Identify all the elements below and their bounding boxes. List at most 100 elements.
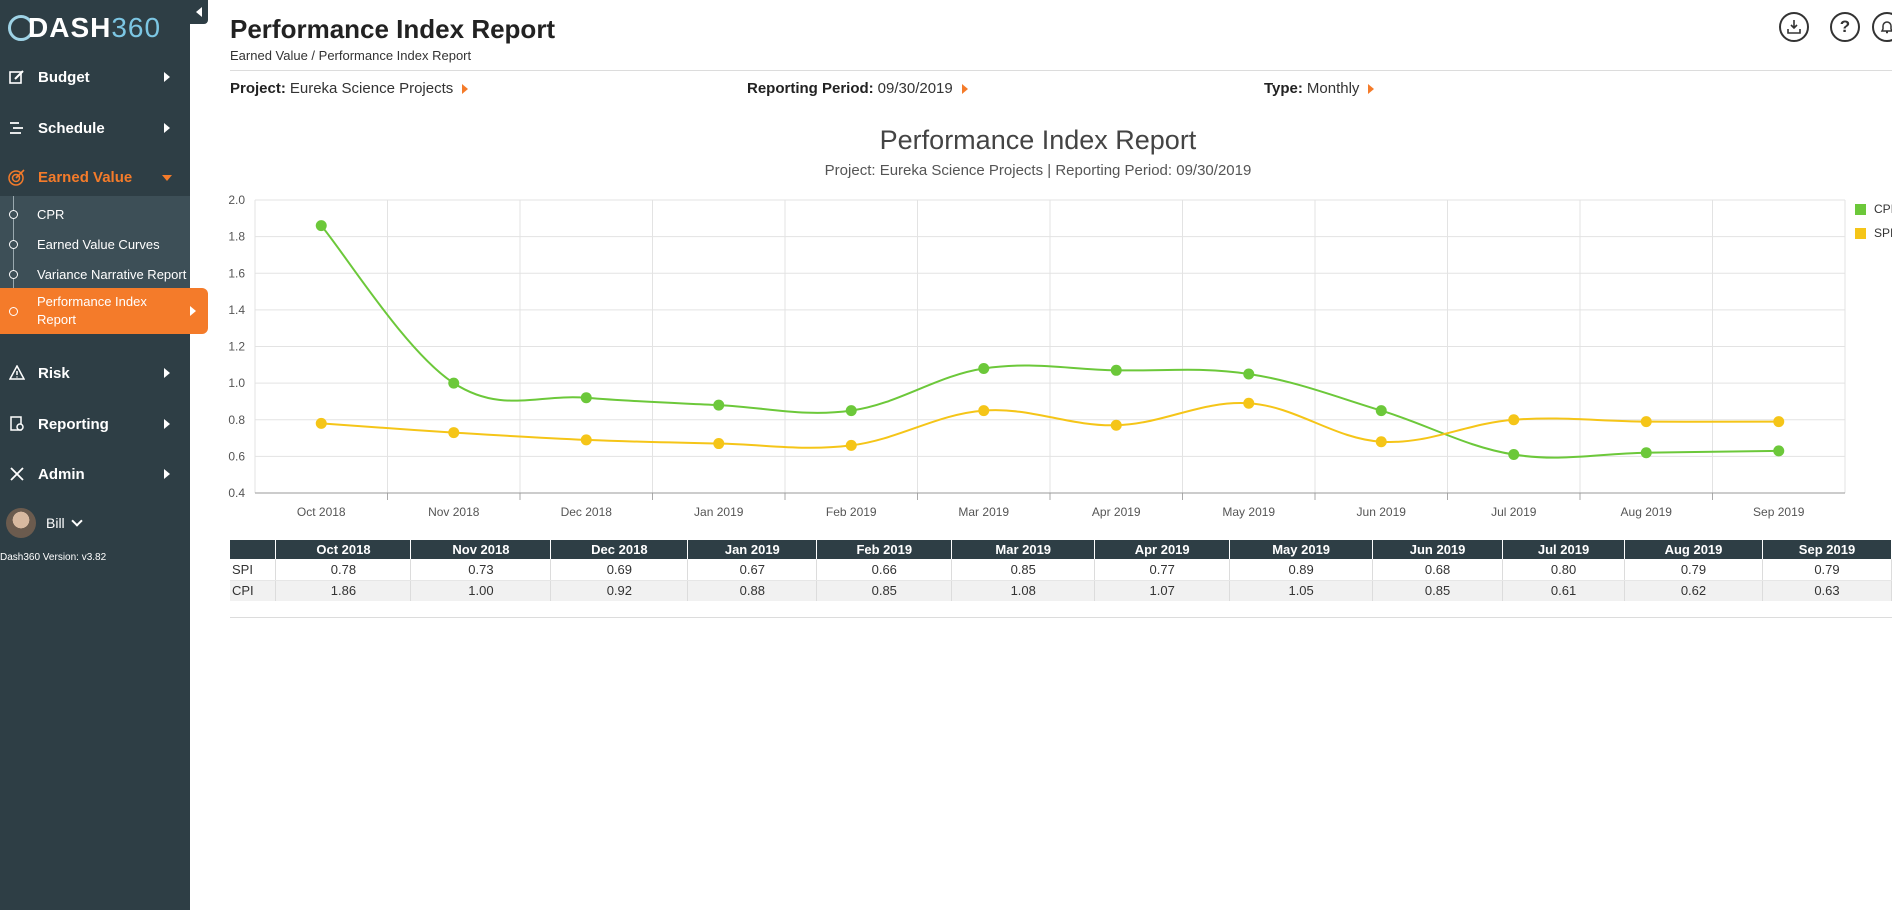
bell-icon[interactable] xyxy=(1872,12,1892,42)
caret-down-icon xyxy=(162,175,172,181)
y-tick-label: 2.0 xyxy=(228,193,245,207)
sidebar-item-budget[interactable]: Budget xyxy=(0,55,190,99)
table-header: Dec 2018 xyxy=(550,540,689,559)
sidebar-item-risk[interactable]: Risk xyxy=(0,351,190,395)
data-point-cpi xyxy=(1110,364,1122,376)
submenu-connector-line xyxy=(13,196,14,311)
reporting-period-label: Reporting Period: xyxy=(747,80,874,97)
legend-swatch xyxy=(1855,227,1866,239)
data-point-cpi xyxy=(315,220,327,232)
caret-right-icon xyxy=(164,419,170,429)
x-tick-label: Apr 2019 xyxy=(1092,505,1141,519)
sidebar-item-label: Budget xyxy=(38,68,90,86)
caret-right-icon xyxy=(961,83,968,94)
data-point-cpi xyxy=(1243,368,1255,380)
tools-icon xyxy=(8,465,26,483)
legend-item-cpi[interactable]: CPI xyxy=(1855,202,1892,216)
page-title: Performance Index Report xyxy=(230,14,556,44)
sidebar: DASH 360 Budget Schedule Earned Value xyxy=(0,0,208,910)
data-point-spi xyxy=(448,427,460,439)
x-tick-label: Mar 2019 xyxy=(958,505,1009,519)
header-divider xyxy=(230,70,1892,71)
data-point-spi xyxy=(1375,436,1387,448)
table-row-cpi: CPI 1.86 1.00 0.92 0.88 0.85 1.08 1.07 1… xyxy=(230,580,1892,601)
data-point-cpi xyxy=(978,362,990,374)
table-bottom-border xyxy=(230,617,1892,618)
table-row-spi: SPI 0.78 0.73 0.69 0.67 0.66 0.85 0.77 0… xyxy=(230,559,1892,581)
table-cell: 0.79 xyxy=(1762,559,1892,581)
table-cell: 0.67 xyxy=(687,559,818,581)
table-header: Aug 2019 xyxy=(1624,540,1763,559)
table-header: Mar 2019 xyxy=(951,540,1096,559)
caret-right-icon xyxy=(164,368,170,378)
legend-swatch xyxy=(1855,203,1866,215)
x-tick-label: Jan 2019 xyxy=(694,505,744,519)
table-cell: 0.62 xyxy=(1624,580,1763,601)
help-glyph: ? xyxy=(1839,17,1851,36)
caret-right-icon xyxy=(164,72,170,82)
table-cell: 0.78 xyxy=(275,559,412,581)
table-header-row: Oct 2018 Nov 2018 Dec 2018 Jan 2019 Feb … xyxy=(230,540,1892,559)
table-header: Oct 2018 xyxy=(275,540,412,559)
data-point-cpi xyxy=(713,399,725,411)
project-filter[interactable]: Project: Eureka Science Projects xyxy=(230,80,469,97)
download-icon[interactable] xyxy=(1779,12,1809,42)
data-point-cpi xyxy=(1508,449,1520,461)
data-point-cpi xyxy=(580,392,592,404)
table-cell: 0.85 xyxy=(816,580,953,601)
sidebar-collapse-button[interactable] xyxy=(190,0,208,24)
legend-item-spi[interactable]: SPI xyxy=(1855,226,1892,240)
sidebar-item-reporting[interactable]: Reporting xyxy=(0,402,190,446)
table-cell: 0.85 xyxy=(1372,580,1504,601)
table-cell: 1.05 xyxy=(1229,580,1374,601)
sidebar-item-admin[interactable]: Admin xyxy=(0,452,190,496)
table-cell: 0.73 xyxy=(410,559,552,581)
data-point-cpi xyxy=(448,377,460,389)
x-tick-label: Oct 2018 xyxy=(297,505,346,519)
x-tick-label: Nov 2018 xyxy=(428,505,480,519)
sidebar-subitem-variance-narrative-report[interactable]: Variance Narrative Report xyxy=(0,262,190,286)
data-point-spi xyxy=(845,439,857,451)
x-tick-label: Sep 2019 xyxy=(1753,505,1805,519)
table-cell: 0.88 xyxy=(687,580,818,601)
data-point-spi xyxy=(1110,419,1122,431)
sidebar-subitem-performance-index-report[interactable]: Performance Index Report xyxy=(0,288,208,334)
data-point-spi xyxy=(1773,416,1785,428)
bullet-icon xyxy=(9,239,18,249)
table-cell: 1.86 xyxy=(275,580,412,601)
dash360-logo[interactable]: DASH 360 xyxy=(8,8,161,48)
logo-text: DASH xyxy=(28,12,112,43)
user-menu[interactable]: Bill xyxy=(6,508,83,538)
sidebar-subitem-cpr[interactable]: CPR xyxy=(0,202,190,226)
reporting-period-filter[interactable]: Reporting Period: 09/30/2019 xyxy=(747,80,968,97)
sidebar-subitem-earned-value-curves[interactable]: Earned Value Curves xyxy=(0,232,190,256)
data-point-cpi xyxy=(1640,447,1652,459)
table-header: Sep 2019 xyxy=(1762,540,1892,559)
type-filter[interactable]: Type: Monthly xyxy=(1264,80,1375,97)
bullet-icon xyxy=(9,306,18,316)
type-filter-label: Type: xyxy=(1264,80,1303,97)
subitem-label: Earned Value Curves xyxy=(37,236,160,252)
earned-value-submenu: CPR Earned Value Curves Variance Narrati… xyxy=(0,196,208,334)
help-icon[interactable]: ? xyxy=(1830,12,1860,42)
y-tick-label: 1.0 xyxy=(228,376,245,390)
project-filter-label: Project: xyxy=(230,80,286,97)
sidebar-item-schedule[interactable]: Schedule xyxy=(0,106,190,150)
performance-data-table: Oct 2018 Nov 2018 Dec 2018 Jan 2019 Feb … xyxy=(230,540,1892,601)
sidebar-item-label: Reporting xyxy=(38,415,109,433)
type-filter-value: Monthly xyxy=(1306,80,1360,97)
y-tick-label: 1.6 xyxy=(228,266,245,280)
logo-ring-icon xyxy=(8,15,34,41)
caret-right-icon xyxy=(164,123,170,133)
sidebar-item-earned-value[interactable]: Earned Value xyxy=(0,155,190,199)
caret-right-icon xyxy=(462,83,469,94)
table-header: Jun 2019 xyxy=(1372,540,1504,559)
table-cell: 1.07 xyxy=(1094,580,1231,601)
subitem-label: Performance Index Report xyxy=(37,294,147,327)
user-name: Bill xyxy=(46,515,65,531)
data-point-spi xyxy=(978,405,990,417)
table-cell: 0.68 xyxy=(1372,559,1504,581)
caret-right-icon xyxy=(190,306,196,316)
project-filter-value: Eureka Science Projects xyxy=(289,80,454,97)
